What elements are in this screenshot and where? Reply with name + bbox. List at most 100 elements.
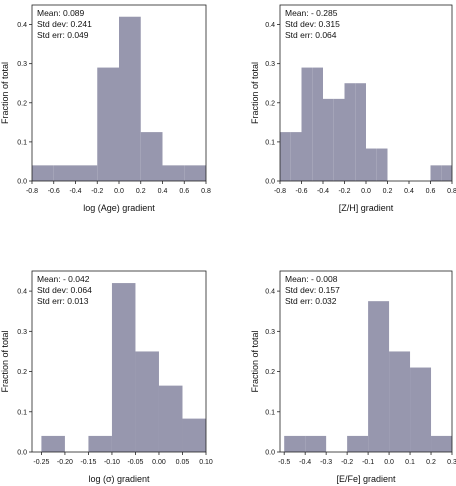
y-tick-label: 0.0 [17, 179, 27, 186]
x-tick-label: -0.15 [80, 459, 96, 466]
x-tick-label: -0.6 [48, 188, 60, 195]
y-tick-label: 0.2 [265, 100, 275, 107]
histogram-bar [41, 435, 65, 452]
x-tick-label: -0.6 [295, 188, 307, 195]
histogram-bar [431, 435, 452, 452]
y-tick-label: 0.4 [265, 289, 275, 296]
x-tick-label: -0.2 [338, 188, 350, 195]
y-tick-label: 0.3 [17, 329, 27, 336]
x-tick-label: -0.2 [91, 188, 103, 195]
y-axis-title: Fraction of total [250, 330, 260, 392]
x-axis-title: log (Age) gradient [83, 203, 155, 213]
histogram-bar [140, 132, 163, 181]
stats-annotation: Mean: 0.089 [37, 8, 85, 18]
histogram-bar [301, 67, 313, 181]
stats-annotation: Std err: 0.049 [37, 30, 89, 40]
y-tick-label: 0.0 [265, 179, 275, 186]
histogram-bar [430, 165, 442, 181]
y-tick-label: 0.3 [17, 61, 27, 68]
stats-annotation: Mean: - 0.285 [285, 8, 338, 18]
x-axis-title: [E/Fe] gradient [336, 474, 396, 484]
x-tick-label: 0.1 [405, 459, 415, 466]
histogram-bar [389, 351, 411, 452]
x-tick-label: 0.6 [179, 188, 189, 195]
histogram-bar [162, 165, 185, 181]
histogram-bar [32, 165, 54, 181]
y-tick-label: 0.1 [17, 409, 27, 416]
histogram-bar [355, 83, 366, 181]
histogram-bar [368, 301, 390, 452]
x-tick-label: 0.6 [426, 188, 436, 195]
histogram-bar [312, 67, 323, 181]
x-tick-label: 0.8 [201, 188, 211, 195]
histogram-bar [290, 132, 302, 181]
x-tick-label: -0.2 [341, 459, 353, 466]
y-axis-title: Fraction of total [250, 62, 260, 124]
histogram-bar [347, 435, 369, 452]
histogram-bar [111, 283, 136, 452]
histogram-bar [284, 435, 306, 452]
x-tick-label: 0.0 [361, 188, 371, 195]
histogram-bar [53, 165, 76, 181]
x-tick-label: -0.4 [299, 459, 311, 466]
x-tick-label: 0.8 [447, 188, 456, 195]
histogram-bar [366, 148, 377, 181]
stats-annotation: Std err: 0.013 [37, 296, 89, 306]
x-axis-title: log (σ) gradient [88, 474, 150, 484]
x-tick-label: -0.20 [57, 459, 73, 466]
histogram-panel-3: -0.25 -0.20 -0.15 -0.10 -0.05 0.00 0.05 0.10 0.0… [0, 270, 213, 484]
histogram-panel-2: -0.8 -0.6 -0.4 -0.2 0.0 0.2 0.4 0.6 0.8 0.0 0.1 0.2… [250, 4, 456, 213]
y-tick-label: 0.1 [265, 409, 275, 416]
x-tick-label: 0.2 [136, 188, 146, 195]
x-tick-label: 0.0 [114, 188, 124, 195]
x-tick-label: -0.8 [26, 188, 38, 195]
stats-annotation: Std err: 0.032 [285, 296, 337, 306]
stats-annotation: Std dev: 0.315 [285, 19, 340, 29]
histogram-bar [182, 418, 206, 452]
histogram-bar [280, 132, 291, 181]
x-tick-label: 0.3 [447, 459, 456, 466]
stats-annotation: Mean: - 0.042 [37, 274, 90, 284]
histogram-bar [305, 435, 327, 452]
x-tick-label: 0.10 [199, 459, 213, 466]
y-tick-label: 0.2 [17, 100, 27, 107]
stats-annotation: Std dev: 0.157 [285, 285, 340, 295]
x-tick-label: 0.2 [383, 188, 393, 195]
stats-annotation: Std err: 0.064 [285, 30, 337, 40]
histogram-bar [158, 385, 183, 452]
y-tick-label: 0.1 [17, 139, 27, 146]
histogram-bar [323, 98, 334, 181]
x-tick-label: 0.2 [426, 459, 436, 466]
y-tick-label: 0.4 [17, 22, 27, 29]
y-tick-label: 0.4 [265, 22, 275, 29]
y-axis-title: Fraction of total [0, 330, 10, 392]
histogram-bar [410, 367, 432, 452]
y-tick-label: 0.0 [265, 450, 275, 457]
x-tick-label: -0.5 [278, 459, 290, 466]
histogram-bar [88, 435, 112, 452]
x-tick-label: -0.4 [317, 188, 329, 195]
y-tick-label: 0.2 [265, 369, 275, 376]
y-tick-label: 0.1 [265, 139, 275, 146]
histogram-bar [119, 16, 141, 181]
y-tick-label: 0.3 [265, 61, 275, 68]
stats-annotation: Std dev: 0.241 [37, 19, 92, 29]
histogram-bar [441, 165, 452, 181]
x-tick-label: 0.4 [404, 188, 414, 195]
x-tick-label: -0.05 [127, 459, 143, 466]
stats-annotation: Mean: - 0.008 [285, 274, 338, 284]
histogram-bar [75, 165, 98, 181]
histogram-bar [344, 83, 356, 181]
y-axis-title: Fraction of total [0, 62, 10, 124]
x-tick-label: -0.25 [33, 459, 49, 466]
x-tick-label: 0.05 [176, 459, 190, 466]
y-tick-label: 0.3 [265, 329, 275, 336]
x-tick-label: -0.3 [320, 459, 332, 466]
x-tick-label: 0.00 [152, 459, 166, 466]
plot-frame [279, 270, 453, 453]
y-tick-label: 0.4 [17, 289, 27, 296]
x-tick-label: -0.10 [104, 459, 120, 466]
x-tick-label: 0.0 [384, 459, 394, 466]
x-tick-label: -0.8 [274, 188, 286, 195]
